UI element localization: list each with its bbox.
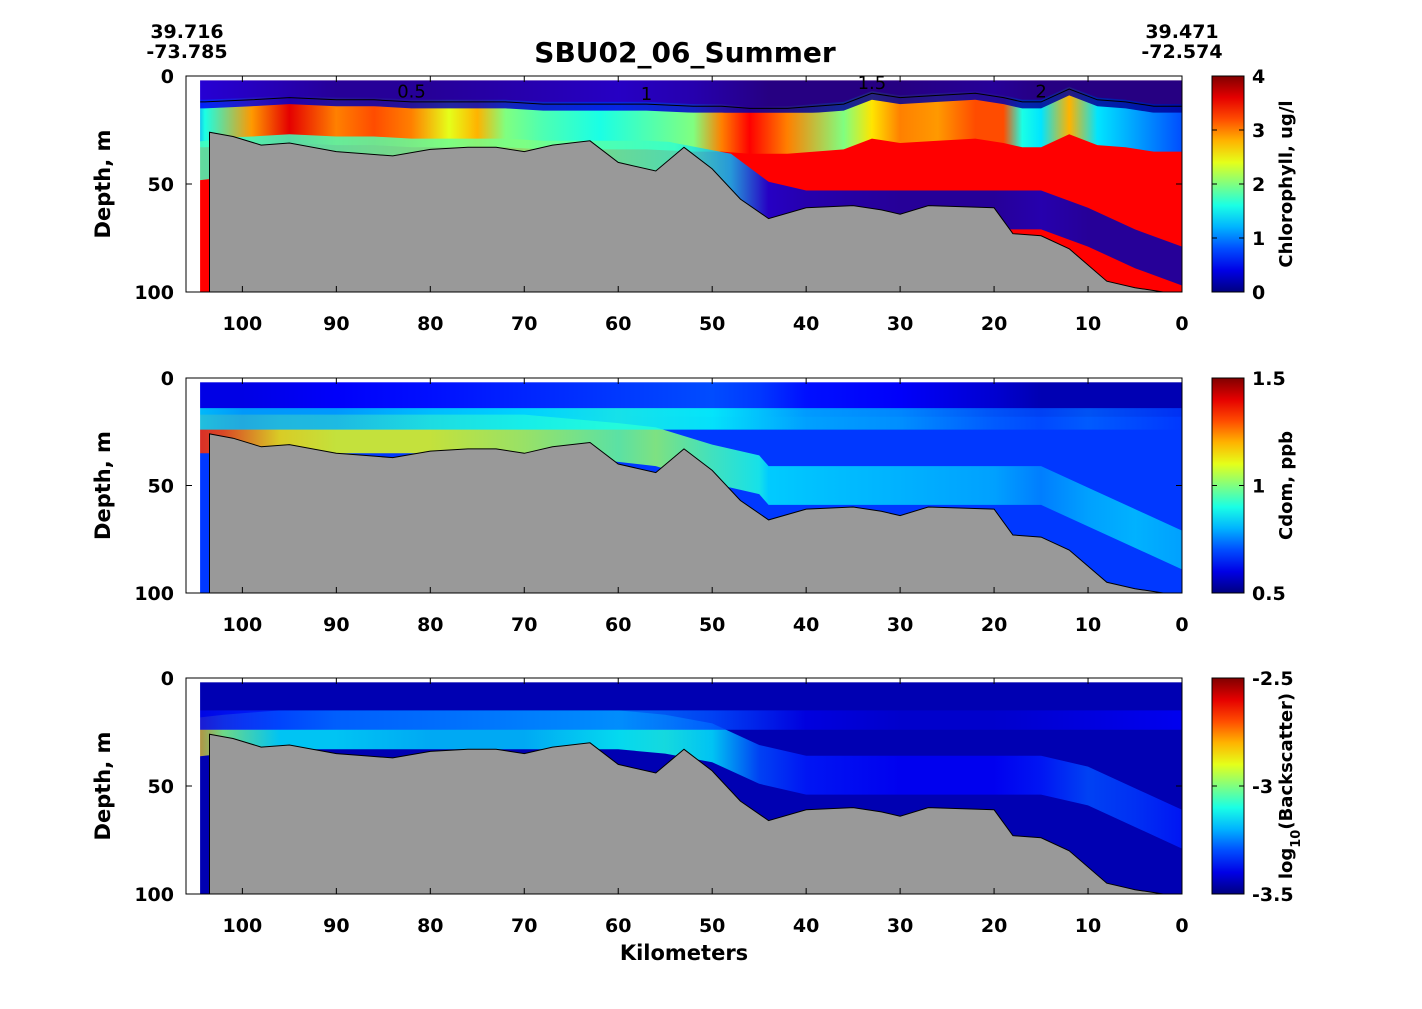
- x-tick-label: 0: [1175, 313, 1188, 335]
- right-endpoint-coordinates: 39.471 -72.574: [1122, 22, 1242, 62]
- surface-no-data: [186, 76, 1182, 81]
- x-tick-label: 40: [793, 313, 819, 335]
- colorbar-tick-label: 1: [1252, 476, 1265, 498]
- x-tick-label: 90: [323, 915, 349, 937]
- x-tick-label: 0: [1175, 915, 1188, 937]
- left-no-data: [186, 378, 201, 593]
- colorbar-tick-label: 2: [1252, 174, 1265, 196]
- y-tick-label: 0: [161, 368, 174, 390]
- right-longitude: -72.574: [1141, 41, 1223, 63]
- left-no-data: [186, 678, 201, 894]
- x-tick-label: 30: [887, 313, 913, 335]
- x-tick-label: 100: [223, 915, 263, 937]
- field-core: [186, 95, 1182, 146]
- y-tick-label: 100: [134, 884, 174, 906]
- x-tick-label: 40: [793, 614, 819, 636]
- x-tick-label: 50: [699, 614, 725, 636]
- x-tick-label: 70: [511, 915, 537, 937]
- x-tick-label: 10: [1075, 313, 1101, 335]
- seafloor-bathymetry: [209, 131, 1182, 292]
- colorbar-tick-label: -3: [1252, 776, 1273, 798]
- x-tick-label: 90: [323, 313, 349, 335]
- left-latitude: 39.716: [150, 21, 224, 43]
- field-core: [186, 680, 1182, 711]
- contour-label: -3: [703, 653, 721, 674]
- colorbar-tick-label: 4: [1252, 66, 1265, 88]
- x-tick-label: 80: [417, 313, 443, 335]
- x-tick-label: 30: [887, 915, 913, 937]
- surface-no-data: [186, 678, 1182, 683]
- contour-label: 1: [800, 351, 811, 372]
- y-tick-label: 50: [148, 476, 174, 498]
- data-field: 1: [186, 351, 1182, 593]
- x-axis-label: Kilometers: [620, 941, 748, 965]
- field-core: [186, 378, 1182, 409]
- contour-line: [186, 88, 1182, 109]
- contour-label: 0.5: [397, 82, 426, 103]
- y-tick-label: 100: [134, 282, 174, 304]
- y-axis-label: Depth, m: [91, 130, 115, 239]
- colorbar-tick-label: -3.5: [1252, 884, 1294, 906]
- y-tick-label: 50: [148, 776, 174, 798]
- x-tick-label: 100: [223, 313, 263, 335]
- colorbar-label: log10(Backscatter): [1276, 693, 1304, 879]
- x-tick-label: 70: [511, 313, 537, 335]
- left-endpoint-coordinates: 39.716 -73.785: [127, 22, 247, 62]
- x-tick-label: 60: [605, 313, 631, 335]
- colorbar-tick-label: 0.5: [1252, 583, 1286, 605]
- y-tick-label: 100: [134, 583, 174, 605]
- left-no-data: [186, 76, 201, 292]
- right-latitude: 39.471: [1145, 21, 1219, 43]
- colorbar-tick-label: 0: [1252, 282, 1265, 304]
- x-tick-label: 50: [699, 313, 725, 335]
- contour-label: 2: [1035, 82, 1046, 103]
- x-tick-label: 0: [1175, 614, 1188, 636]
- data-field: 0.5 1 1.5 2: [186, 73, 1182, 292]
- x-tick-label: 60: [605, 915, 631, 937]
- x-tick-label: 100: [223, 614, 263, 636]
- x-tick-label: 80: [417, 915, 443, 937]
- x-tick-label: 20: [981, 614, 1007, 636]
- seafloor-bathymetry: [209, 433, 1182, 593]
- x-tick-label: 90: [323, 614, 349, 636]
- field-layer-2: [186, 414, 1182, 570]
- x-tick-label: 20: [981, 915, 1007, 937]
- y-axis-label: Depth, m: [91, 732, 115, 841]
- surface-no-data: [186, 378, 1182, 383]
- y-axis-label: Depth, m: [91, 431, 115, 540]
- x-tick-label: 40: [793, 915, 819, 937]
- seafloor-bathymetry: [209, 733, 1182, 894]
- colorbar-tick-label: 1: [1252, 228, 1265, 250]
- chart-title: SBU02_06_Summer: [534, 36, 836, 69]
- x-tick-label: 60: [605, 614, 631, 636]
- x-tick-label: 30: [887, 614, 913, 636]
- y-tick-label: 0: [161, 668, 174, 690]
- colorbar: [1211, 377, 1245, 594]
- left-longitude: -73.785: [146, 41, 228, 63]
- data-field: -3: [186, 653, 1182, 894]
- x-tick-label: 70: [511, 614, 537, 636]
- contour-label: 1.5: [858, 73, 887, 94]
- field-layer-2: [186, 710, 1182, 849]
- contour-label: 1: [641, 84, 652, 105]
- colorbar-label: Chlorophyll, ug/l: [1276, 100, 1297, 267]
- x-tick-label: 10: [1075, 614, 1101, 636]
- y-tick-label: 0: [161, 66, 174, 88]
- y-tick-label: 50: [148, 174, 174, 196]
- x-tick-label: 80: [417, 614, 443, 636]
- x-tick-label: 50: [699, 915, 725, 937]
- colorbar-tick-label: 3: [1252, 120, 1265, 142]
- x-tick-label: 20: [981, 313, 1007, 335]
- colorbar-tick-label: -2.5: [1252, 668, 1294, 690]
- x-tick-label: 10: [1075, 915, 1101, 937]
- colorbar-tick-label: 1.5: [1252, 368, 1286, 390]
- colorbar-label: Cdom, ppb: [1276, 431, 1297, 540]
